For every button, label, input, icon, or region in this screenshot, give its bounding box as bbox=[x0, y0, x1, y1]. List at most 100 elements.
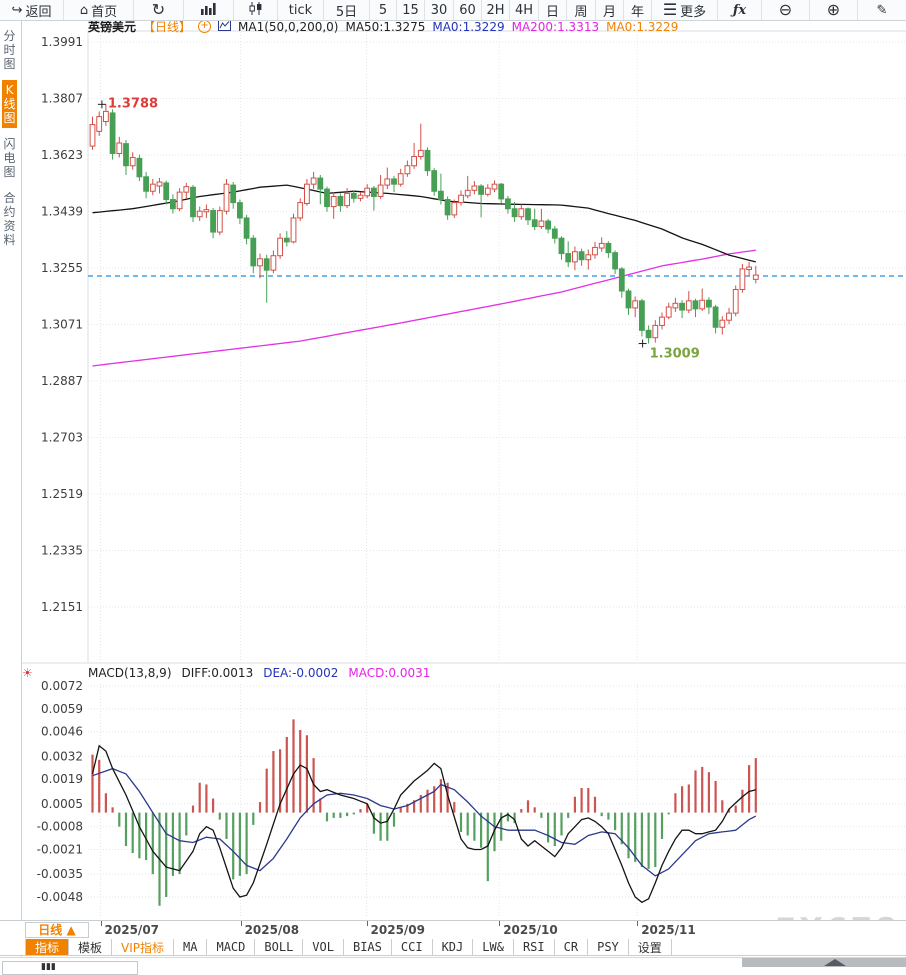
x-axis-row: 日线 ▲ 2025/07 2025/08 2025/09 2025/10 2025/11 bbox=[0, 920, 906, 940]
symbol-header: 英镑美元 【日线】 + MA1(50,0,200,0) MA50:1.3275 … bbox=[22, 19, 906, 34]
home-button[interactable]: ⌂ 首页 bbox=[64, 0, 134, 20]
candlestick-series bbox=[89, 104, 759, 344]
tab-template[interactable]: 模板 bbox=[69, 939, 113, 955]
tab-cci[interactable]: CCI bbox=[392, 939, 433, 955]
add-indicator-icon[interactable]: + bbox=[198, 20, 212, 33]
svg-text:1.2335: 1.2335 bbox=[41, 544, 83, 558]
tab-boll[interactable]: BOLL bbox=[255, 939, 304, 955]
svg-text:-0.0008: -0.0008 bbox=[37, 820, 83, 834]
period-2h-button[interactable]: 2H bbox=[482, 0, 510, 20]
tab-vip-indicator[interactable]: VIP指标 bbox=[112, 939, 175, 955]
draw-pen-button[interactable]: ✎ bbox=[858, 0, 906, 20]
svg-text:1.3439: 1.3439 bbox=[41, 205, 83, 219]
back-button[interactable]: ↪ 返回 bbox=[0, 0, 64, 20]
tab-macd[interactable]: MACD bbox=[207, 939, 256, 955]
tab-ma[interactable]: MA bbox=[174, 939, 208, 955]
more-button[interactable]: ☰ 更多 bbox=[652, 0, 718, 20]
period-15m-label: 15 bbox=[402, 2, 419, 18]
scrollbar-up-triangle-icon[interactable] bbox=[824, 959, 846, 966]
tab-rsi[interactable]: RSI bbox=[514, 939, 555, 955]
chart-type-sidebar: 分时图 K线图 闪电图 合约资料 bbox=[0, 20, 22, 972]
price-markers: 1.3788 1.3009 bbox=[97, 96, 700, 362]
period-2h-label: 2H bbox=[486, 2, 505, 18]
period-week-label: 周 bbox=[574, 4, 588, 20]
svg-text:0.0019: 0.0019 bbox=[41, 772, 83, 786]
period-year-button[interactable]: 年 bbox=[624, 0, 652, 20]
x-axis-month-label: 2025/07 bbox=[104, 923, 160, 937]
zoom-out-button[interactable]: ⊖ bbox=[762, 0, 810, 20]
back-label: 返回 bbox=[25, 4, 52, 20]
symbol-name: 英镑美元 bbox=[88, 20, 137, 34]
grid-lines bbox=[88, 32, 906, 916]
macd-macd-label: MACD:0.0031 bbox=[348, 666, 431, 680]
svg-text:1.3009: 1.3009 bbox=[650, 347, 700, 362]
more-label: 更多 bbox=[680, 4, 707, 20]
fx-function-icon: ƒx bbox=[732, 2, 747, 18]
period-15m-button[interactable]: 15 bbox=[397, 0, 425, 20]
indicator-fx-button[interactable]: ƒx bbox=[718, 0, 762, 20]
top-toolbar: ↪ 返回 ⌂ 首页 ↻ tick 5日 5 15 30 60 2H 4H 日 周 月… bbox=[0, 0, 906, 21]
sidebar-item-contract-info[interactable]: 合约资料 bbox=[3, 191, 16, 247]
chart-scrollbar[interactable] bbox=[742, 958, 906, 967]
svg-text:1.2151: 1.2151 bbox=[41, 600, 83, 614]
period-day-button[interactable]: 日 bbox=[539, 0, 567, 20]
macd-diff-label: DIFF:0.0013 bbox=[181, 666, 254, 680]
period-4h-button[interactable]: 4H bbox=[510, 0, 539, 20]
x-axis-month-label: 2025/09 bbox=[370, 923, 425, 937]
mini-chart-icon bbox=[218, 19, 232, 34]
home-label: 首页 bbox=[91, 4, 118, 20]
period-week-button[interactable]: 周 bbox=[567, 0, 596, 20]
tab-kdj[interactable]: KDJ bbox=[433, 939, 474, 955]
tab-psy[interactable]: PSY bbox=[588, 939, 629, 955]
candlestick-button[interactable] bbox=[234, 0, 278, 20]
refresh-icon: ↻ bbox=[151, 0, 166, 19]
tick-button[interactable]: tick bbox=[278, 0, 324, 20]
period-5d-label: 5日 bbox=[335, 4, 358, 20]
tab-settings[interactable]: 设置 bbox=[629, 939, 672, 955]
period-5m-button[interactable]: 5 bbox=[370, 0, 397, 20]
tab-lwr[interactable]: LW& bbox=[473, 939, 514, 955]
tab-indicator[interactable]: 指标 bbox=[25, 939, 70, 955]
back-arrow-icon: ↪ bbox=[11, 2, 23, 18]
sidebar-item-flash-chart[interactable]: 闪电图 bbox=[3, 137, 16, 179]
tab-vol[interactable]: VOL bbox=[303, 939, 344, 955]
x-axis-month-label: 2025/08 bbox=[244, 923, 300, 937]
partial-drawing-toolbar[interactable]: ▮▮▮ bbox=[2, 961, 138, 975]
sidebar-item-kline-chart[interactable]: K线图 bbox=[2, 80, 17, 128]
month-tick bbox=[100, 921, 102, 926]
svg-text:0.0032: 0.0032 bbox=[41, 749, 83, 763]
period-selector-button[interactable]: 日线 ▲ bbox=[25, 922, 89, 938]
macd-diff-line bbox=[91, 744, 756, 904]
period-month-label: 月 bbox=[602, 4, 616, 20]
sidebar-item-time-chart[interactable]: 分时图 bbox=[3, 29, 16, 71]
tab-cr[interactable]: CR bbox=[555, 939, 589, 955]
tick-label: tick bbox=[288, 2, 313, 18]
macd-dea-line bbox=[92, 767, 757, 877]
svg-text:-0.0048: -0.0048 bbox=[37, 890, 83, 904]
bar-chart-button[interactable] bbox=[184, 0, 234, 20]
period-month-button[interactable]: 月 bbox=[596, 0, 624, 20]
bar-chart-icon bbox=[201, 2, 216, 18]
month-tick bbox=[499, 921, 501, 926]
svg-text:0.0072: 0.0072 bbox=[41, 679, 83, 693]
bottom-strip bbox=[0, 957, 906, 968]
candlestick-icon bbox=[249, 2, 262, 18]
x-axis-month-label: 2025/10 bbox=[503, 923, 558, 937]
period-60m-button[interactable]: 60 bbox=[454, 0, 482, 20]
tab-bias[interactable]: BIAS bbox=[344, 939, 392, 955]
month-tick bbox=[240, 921, 242, 926]
period-30m-button[interactable]: 30 bbox=[425, 0, 454, 20]
zoom-in-icon: ⊕ bbox=[826, 0, 841, 19]
pen-icon: ✎ bbox=[876, 2, 888, 18]
period-year-label: 年 bbox=[630, 4, 644, 20]
zoom-in-button[interactable]: ⊕ bbox=[810, 0, 858, 20]
refresh-button[interactable]: ↻ bbox=[134, 0, 184, 20]
x-axis-month-label: 2025/11 bbox=[641, 923, 696, 937]
ma0-orange-value-label: MA0:1.3229 bbox=[606, 19, 679, 34]
period-5d-button[interactable]: 5日 bbox=[324, 0, 370, 20]
svg-text:-0.0035: -0.0035 bbox=[37, 867, 83, 881]
svg-text:1.3071: 1.3071 bbox=[41, 318, 83, 332]
sun-icon[interactable]: ☀ bbox=[22, 666, 33, 680]
